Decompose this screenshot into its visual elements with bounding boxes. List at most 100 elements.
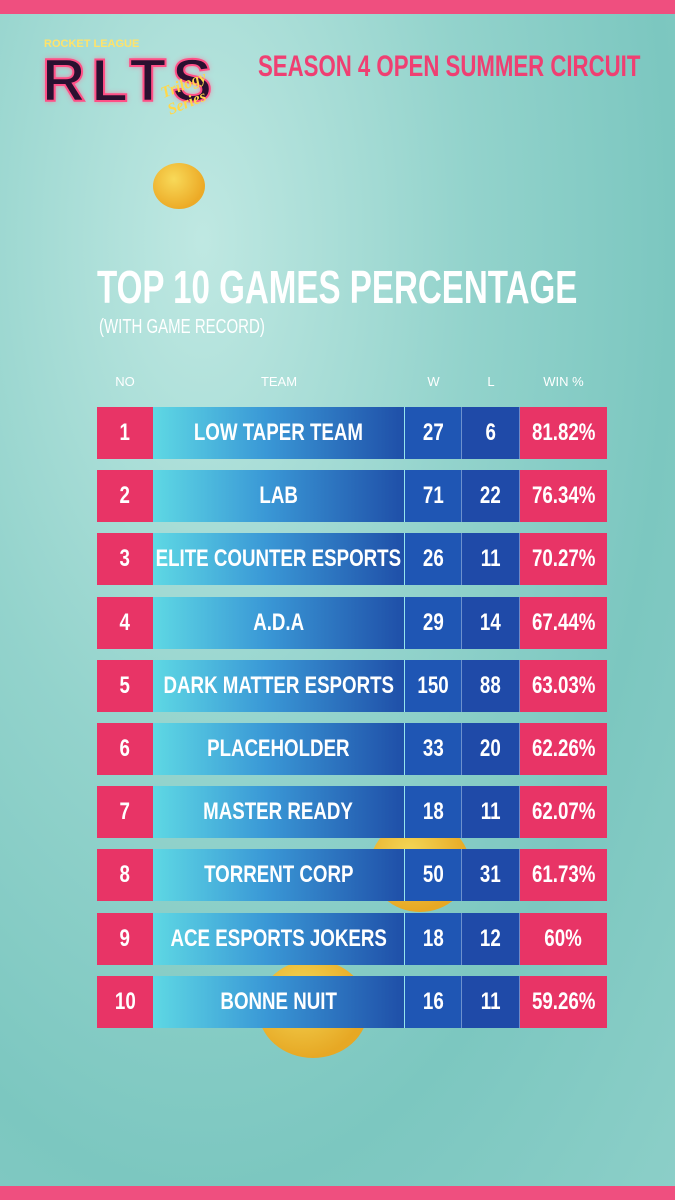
team-cell: DARK MATTER ESPORTS xyxy=(153,659,405,712)
cell-text: 10 xyxy=(114,987,136,1015)
cell-text: 70.27% xyxy=(531,545,596,573)
rank-cell: 7 xyxy=(97,786,153,839)
cell-text: 11 xyxy=(480,798,501,826)
cell-text: 29 xyxy=(422,608,444,636)
cell-text: 6 xyxy=(485,419,496,446)
win-pct-cell: 62.26% xyxy=(520,723,607,775)
rank-cell: 10 xyxy=(97,975,153,1028)
wins-cell: 27 xyxy=(405,407,462,459)
rank-cell: 1 xyxy=(97,407,153,459)
cell-text: 3 xyxy=(119,545,131,573)
cell-text: 20 xyxy=(480,735,501,762)
cell-text: LOW TAPER TEAM xyxy=(193,419,364,446)
wins-cell: 16 xyxy=(405,975,462,1028)
logo: ROCKET LEAGUE RLTS Trilogy Series xyxy=(41,38,252,119)
header-title: SEASON 4 OPEN SUMMER CIRCUIT xyxy=(258,50,658,84)
ball xyxy=(153,163,205,209)
top-bar xyxy=(0,0,675,14)
team-cell: LAB xyxy=(153,470,405,523)
cell-text: 2 xyxy=(119,482,131,510)
losses-cell: 22 xyxy=(462,470,520,523)
cell-text: 67.44% xyxy=(531,608,596,636)
wins-cell: 18 xyxy=(405,786,462,839)
win-pct-cell: 76.34% xyxy=(520,470,607,523)
rank-cell: 2 xyxy=(97,470,153,523)
cell-text: 63.03% xyxy=(531,671,596,699)
cell-text: 1 xyxy=(119,419,131,446)
cell-text: 61.73% xyxy=(531,861,596,889)
wins-cell: 26 xyxy=(405,533,462,586)
team-cell: TORRENT CORP xyxy=(153,849,405,902)
logo-top: ROCKET LEAGUE xyxy=(44,38,140,50)
team-cell: ELITE COUNTER ESPORTS xyxy=(153,533,405,586)
win-pct-cell: 61.73% xyxy=(520,849,607,902)
cell-text: 8 xyxy=(119,861,131,889)
cell-text: 6 xyxy=(119,735,131,762)
cell-text: LAB xyxy=(259,482,298,510)
rank-cell: 9 xyxy=(97,912,153,965)
rank-cell: 8 xyxy=(97,849,153,902)
losses-cell: 11 xyxy=(462,786,520,839)
cell-text: 7 xyxy=(119,798,131,826)
cell-text: 81.82% xyxy=(531,419,596,446)
cell-text: 62.26% xyxy=(531,735,596,762)
win-pct-cell: 63.03% xyxy=(520,659,607,712)
cell-text: 12 xyxy=(480,924,501,952)
win-pct-cell: 81.82% xyxy=(520,407,607,459)
wins-cell: 18 xyxy=(405,912,462,965)
column-header: WIN % xyxy=(543,374,584,389)
win-pct-cell: 67.44% xyxy=(520,596,607,649)
cell-text: 27 xyxy=(422,419,444,446)
cell-text: BONNE NUIT xyxy=(220,987,337,1015)
cell-text: 31 xyxy=(480,861,501,889)
cell-text: A.D.A xyxy=(253,608,304,636)
losses-cell: 88 xyxy=(462,659,520,712)
column-header: L xyxy=(487,374,495,389)
wins-cell: 50 xyxy=(405,849,462,902)
bottom-bar xyxy=(0,1186,675,1200)
cell-text: 76.34% xyxy=(531,482,596,510)
cell-text: 11 xyxy=(480,545,501,573)
cell-text: 88 xyxy=(480,671,501,699)
cell-text: MASTER READY xyxy=(203,798,354,826)
losses-cell: 12 xyxy=(462,912,520,965)
cell-text: 16 xyxy=(422,987,444,1015)
cell-text: 4 xyxy=(119,608,131,636)
cell-text: 18 xyxy=(422,798,444,826)
wins-cell: 150 xyxy=(405,659,462,712)
wins-cell: 71 xyxy=(405,470,462,523)
section-subtitle: (WITH GAME RECORD) xyxy=(99,316,320,339)
column-header: W xyxy=(427,374,440,389)
cell-text: 59.26% xyxy=(531,987,596,1015)
cell-text: 50 xyxy=(422,861,444,889)
cell-text: 9 xyxy=(119,924,131,952)
cell-text: 150 xyxy=(417,671,449,699)
wins-cell: 33 xyxy=(405,723,462,775)
losses-cell: 6 xyxy=(462,407,520,459)
column-header: TEAM xyxy=(260,374,298,389)
rank-cell: 3 xyxy=(97,533,153,586)
rank-cell: 6 xyxy=(97,723,153,775)
cell-text: 11 xyxy=(480,987,501,1015)
column-header: NO xyxy=(115,374,135,389)
cell-text: 22 xyxy=(480,482,501,510)
win-pct-cell: 60% xyxy=(520,912,607,965)
losses-cell: 14 xyxy=(462,596,520,649)
team-cell: BONNE NUIT xyxy=(153,975,405,1028)
team-cell: PLACEHOLDER xyxy=(153,723,405,775)
section-title-text: TOP 10 GAMES PERCENTAGE xyxy=(97,261,578,313)
cell-text: 33 xyxy=(422,735,444,762)
win-pct-cell: 70.27% xyxy=(520,533,607,586)
cell-text: PLACEHOLDER xyxy=(207,735,350,762)
header-title-text: SEASON 4 OPEN SUMMER CIRCUIT xyxy=(258,50,641,83)
rank-cell: 5 xyxy=(97,659,153,712)
cell-text: 71 xyxy=(422,482,444,510)
section-title: TOP 10 GAMES PERCENTAGE xyxy=(97,260,675,314)
losses-cell: 31 xyxy=(462,849,520,902)
team-cell: ACE ESPORTS JOKERS xyxy=(153,912,405,965)
cell-text: ELITE COUNTER ESPORTS xyxy=(155,545,402,573)
cell-text: 26 xyxy=(422,545,444,573)
team-cell: LOW TAPER TEAM xyxy=(153,407,405,459)
wins-cell: 29 xyxy=(405,596,462,649)
losses-cell: 20 xyxy=(462,723,520,775)
